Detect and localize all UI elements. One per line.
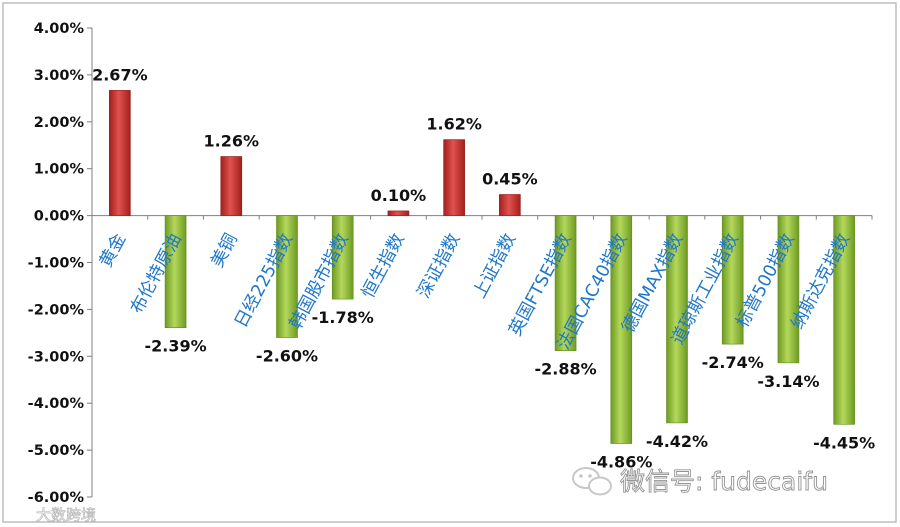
data-label: -1.78% bbox=[312, 308, 374, 327]
bar bbox=[554, 215, 577, 351]
bar bbox=[331, 215, 354, 300]
watermark: 微信号: fudecaifu 大数跨境 bbox=[36, 467, 829, 525]
bar bbox=[610, 215, 633, 444]
bar bbox=[833, 215, 855, 425]
y-tick-label: -6.00% bbox=[28, 490, 85, 506]
bar bbox=[666, 215, 688, 424]
bar bbox=[164, 215, 187, 328]
bar bbox=[387, 210, 410, 216]
y-tick-label: -5.00% bbox=[28, 443, 85, 459]
y-tick-label: 0.00% bbox=[34, 209, 85, 225]
data-label: 2.67% bbox=[92, 65, 148, 84]
bar bbox=[777, 215, 800, 364]
wechat-icon bbox=[572, 467, 612, 496]
bars bbox=[109, 90, 855, 444]
y-tick-label: 4.00% bbox=[34, 21, 85, 37]
bar bbox=[220, 156, 243, 216]
y-tick-label: 3.00% bbox=[34, 68, 85, 84]
data-label: -2.74% bbox=[702, 353, 764, 372]
data-label: 0.45% bbox=[482, 169, 538, 188]
data-label: -2.60% bbox=[256, 347, 318, 366]
y-tick-label: -1.00% bbox=[28, 256, 85, 272]
y-tick-label: -4.00% bbox=[28, 396, 85, 412]
y-tick-label: -2.00% bbox=[28, 302, 85, 318]
y-tick-label: 2.00% bbox=[34, 115, 85, 131]
y-tick-label: -3.00% bbox=[28, 349, 85, 365]
data-label: -2.39% bbox=[144, 337, 206, 356]
data-label: 0.10% bbox=[371, 186, 427, 205]
watermark-text-left: 大数跨境 bbox=[36, 506, 96, 524]
bar bbox=[499, 194, 521, 216]
data-labels: 2.67% -2.39% 1.26% -2.60% -1.78% 0.10% 1.62% 0.… bbox=[92, 65, 875, 471]
bar bbox=[109, 90, 131, 216]
bar bbox=[721, 215, 744, 345]
data-label: 1.26% bbox=[204, 132, 260, 151]
y-axis: 4.00% 3.00% 2.00% 1.00% 0.00% -1.00% -2.00% -3.… bbox=[28, 21, 873, 506]
data-label: -3.14% bbox=[757, 372, 819, 391]
data-label: 1.62% bbox=[426, 115, 482, 134]
watermark-text: 微信号: fudecaifu bbox=[620, 467, 828, 496]
y-tick-label: 1.00% bbox=[34, 162, 85, 178]
data-label: -4.45% bbox=[813, 433, 875, 452]
data-label: -4.42% bbox=[646, 432, 708, 451]
data-label: -4.86% bbox=[590, 453, 652, 472]
data-label: -2.88% bbox=[534, 360, 596, 379]
bar bbox=[443, 139, 465, 216]
bar bbox=[276, 215, 298, 338]
